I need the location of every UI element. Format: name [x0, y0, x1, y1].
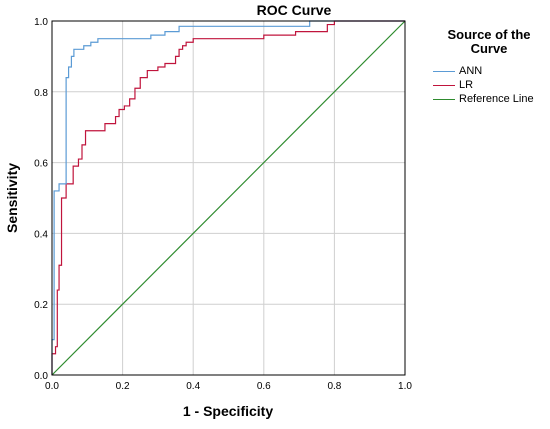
y-tick-label: 0.4 — [34, 229, 48, 240]
x-tick-label: 1.0 — [398, 381, 412, 392]
x-tick-label: 0.4 — [186, 381, 200, 392]
legend-item: ANN — [433, 65, 550, 77]
legend-swatch — [433, 70, 455, 72]
x-tick-label: 0.8 — [327, 381, 341, 392]
legend-swatch — [433, 84, 455, 86]
series-lines — [51, 20, 406, 376]
y-tick-label: 0.8 — [34, 88, 48, 99]
series-line-ann — [51, 20, 405, 375]
x-tick-label: 0.6 — [257, 381, 271, 392]
tick-labels: 0.0 0.2 0.4 0.6 0.8 1.0 0.0 0.2 0.4 0.6 0.8 1.0 — [34, 17, 412, 392]
y-tick-label: 0.2 — [34, 300, 48, 311]
legend-item: Reference Line — [433, 93, 550, 105]
series-line-lr — [51, 20, 405, 375]
legend-label: ANN — [459, 65, 483, 77]
y-tick-label: 0.6 — [34, 159, 48, 170]
legend-label: Reference Line — [459, 93, 534, 105]
legend: ANN LR Reference Line — [433, 65, 550, 107]
y-tick-label: 1.0 — [34, 17, 48, 28]
chart-title: ROC Curve — [257, 2, 332, 18]
series-line-reference-line — [51, 20, 406, 376]
y-axis-label: Sensitivity — [4, 163, 20, 233]
legend-label: LR — [459, 79, 474, 91]
legend-item: LR — [433, 79, 550, 91]
y-tick-label: 0.0 — [34, 371, 48, 382]
x-axis-label: 1 - Specificity — [183, 403, 273, 419]
legend-swatch — [433, 98, 455, 100]
plot-frame — [51, 20, 406, 376]
x-tick-label: 0.0 — [45, 381, 59, 392]
legend-title: Source of the Curve — [447, 27, 531, 56]
x-tick-label: 0.2 — [116, 381, 130, 392]
